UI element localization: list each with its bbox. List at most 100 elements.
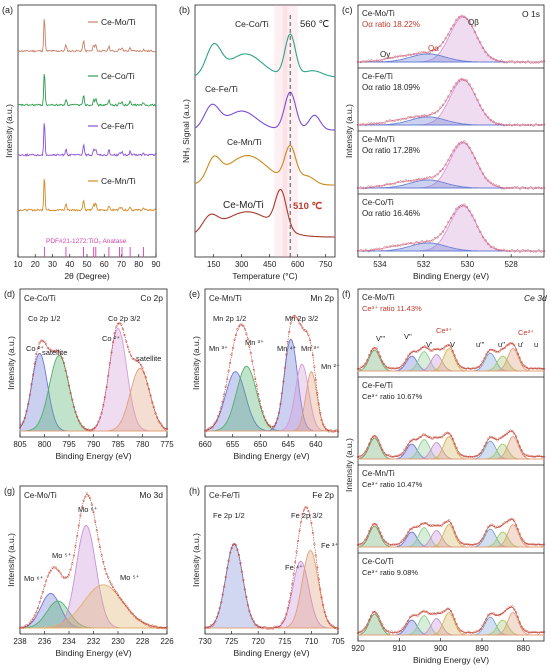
raw-data-point xyxy=(206,428,210,431)
raw-data-point xyxy=(529,367,533,370)
raw-data-point xyxy=(418,348,421,352)
x-tick-label: 655 xyxy=(226,440,240,449)
raw-data-point xyxy=(266,627,269,630)
fit-envelope xyxy=(357,606,544,633)
raw-data-point xyxy=(364,626,367,629)
raw-data-point xyxy=(56,568,59,571)
peak-label: Mo ⁶⁺ xyxy=(78,505,98,514)
raw-data-point xyxy=(462,631,466,634)
raw-data-point xyxy=(441,41,445,44)
raw-data-point xyxy=(115,325,118,328)
raw-data-point xyxy=(103,567,106,571)
raw-data-point xyxy=(457,142,461,145)
peak-label: V'' xyxy=(404,332,412,341)
peak-label: u' xyxy=(518,340,524,349)
raw-data-point xyxy=(304,329,307,332)
panel-letter: (d) xyxy=(4,289,15,299)
series-label: Ce-Mo/Ti xyxy=(223,200,264,211)
ce3-ratio: Ce³⁺ ratio 10.67% xyxy=(362,392,423,401)
raw-data-point xyxy=(297,318,300,321)
raw-data-point xyxy=(418,177,421,180)
x-tick-label: 528 xyxy=(504,260,518,269)
raw-data-point xyxy=(503,610,506,613)
raw-data-point xyxy=(401,363,404,366)
legend-label: Ce-Mo/Ti xyxy=(101,17,136,27)
x-tick-label: 890 xyxy=(475,644,489,653)
raw-data-point xyxy=(77,524,80,527)
raw-data-point xyxy=(479,451,482,455)
raw-data-point xyxy=(44,343,48,346)
sample-name: Ce-Fe/Ti xyxy=(362,381,393,390)
raw-data-point xyxy=(328,621,331,624)
x-axis-title: Binding Energy (eV) xyxy=(413,271,489,281)
raw-data-point xyxy=(79,514,82,517)
fit-component xyxy=(358,347,544,372)
raw-data-point xyxy=(362,628,365,631)
x-tick-label: 450 xyxy=(263,260,277,269)
fit-component xyxy=(20,584,168,629)
peak-label: Mn ³⁺ xyxy=(209,344,228,353)
panel-letter: (h) xyxy=(189,486,200,496)
raw-data-point xyxy=(444,345,447,348)
raw-data-point xyxy=(412,179,415,182)
peak-label: Mn ³⁺ xyxy=(245,338,264,347)
x-tick-label: 720 xyxy=(252,637,266,646)
raw-data-point xyxy=(481,172,484,175)
raw-data-point xyxy=(362,60,365,63)
x-tick-label: 232 xyxy=(87,637,101,646)
panel-title: Fe 2p xyxy=(312,490,334,500)
raw-data-point xyxy=(542,123,546,126)
raw-data-point xyxy=(54,566,57,569)
raw-data-point xyxy=(254,377,257,380)
panel-c: (c) 534 532 530 528 Binding Energy (eV) Intens… xyxy=(342,4,546,281)
raw-data-point xyxy=(316,566,319,569)
x-tick-label: 795 xyxy=(62,440,76,449)
raw-data-point xyxy=(505,61,508,64)
peak-label: Mo ⁶⁺ xyxy=(24,574,44,583)
x-tick-label: 30 xyxy=(48,260,57,269)
raw-data-point xyxy=(534,250,538,253)
raw-data-point xyxy=(23,625,26,628)
raw-data-point xyxy=(80,425,84,428)
fit-envelope xyxy=(357,518,544,545)
raw-data-point xyxy=(401,452,404,455)
raw-data-point xyxy=(405,446,408,449)
raw-data-point xyxy=(156,416,159,419)
raw-data-point xyxy=(524,61,527,64)
raw-data-point xyxy=(217,415,220,418)
raw-data-point xyxy=(522,364,525,367)
raw-data-point xyxy=(331,430,334,433)
x-tick-label: 300 xyxy=(235,260,249,269)
reference-label: PDF#21-1272:TiO₂ Anatase xyxy=(46,238,127,245)
peak-label: Co ²⁺ xyxy=(102,334,120,343)
raw-data-point xyxy=(485,529,488,533)
raw-data-point xyxy=(98,545,102,549)
raw-data-point xyxy=(487,179,490,182)
xrd-line-ce-mn-ti xyxy=(17,179,157,212)
raw-data-point xyxy=(291,316,294,319)
raw-data-point xyxy=(513,608,516,611)
raw-data-point xyxy=(520,361,523,364)
raw-data-point xyxy=(526,366,529,369)
raw-data-point xyxy=(540,60,543,63)
raw-data-point xyxy=(261,627,264,630)
raw-data-point xyxy=(364,362,367,365)
plot-frame xyxy=(17,4,157,258)
fit-envelope xyxy=(357,430,544,457)
raw-data-point xyxy=(405,358,408,361)
raw-data-point xyxy=(537,61,540,64)
series-label: Ce-Mn/Ti xyxy=(227,137,262,147)
raw-data-point xyxy=(136,617,139,621)
peak-label: Co 2p 1/2 xyxy=(28,314,61,323)
raw-data-point xyxy=(410,53,413,57)
x-axis-title: Binding Energy (eV) xyxy=(55,648,131,658)
raw-data-point xyxy=(133,358,136,361)
raw-data-point xyxy=(391,119,394,123)
raw-data-point xyxy=(455,359,458,362)
raw-data-point xyxy=(479,627,482,631)
o-ratio: Oα ratio 17.28% xyxy=(362,146,420,155)
sample-name: Ce-Co/Ti xyxy=(24,294,56,303)
raw-data-point xyxy=(126,606,129,609)
y-axis-title: Intensity (a.u.) xyxy=(191,533,201,587)
raw-data-point xyxy=(526,187,530,190)
